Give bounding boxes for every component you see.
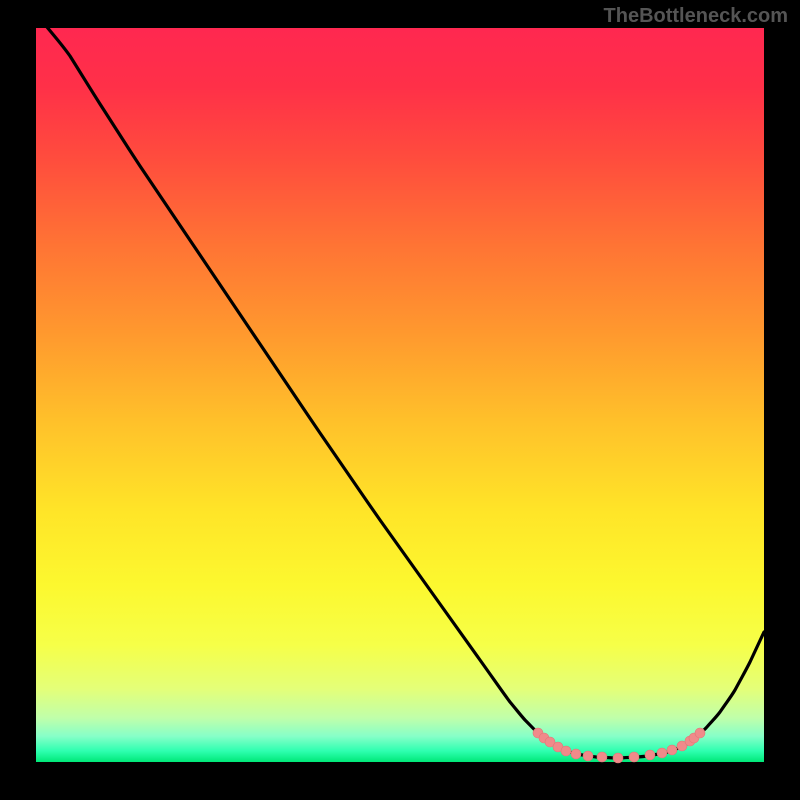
bottleneck-curve-chart bbox=[0, 0, 800, 800]
highlight-dot bbox=[629, 752, 639, 762]
highlight-dot bbox=[657, 748, 667, 758]
highlight-dot bbox=[571, 749, 581, 759]
highlight-dot bbox=[597, 752, 607, 762]
highlight-dot bbox=[645, 750, 655, 760]
highlight-dot bbox=[561, 746, 571, 756]
highlight-dot bbox=[583, 751, 593, 761]
highlight-dot bbox=[695, 728, 705, 738]
highlight-dot bbox=[613, 753, 623, 763]
attribution-label: TheBottleneck.com bbox=[604, 5, 788, 28]
chart-root: TheBottleneck.com bbox=[0, 0, 800, 800]
plot-background bbox=[36, 28, 764, 762]
highlight-dot bbox=[667, 745, 677, 755]
